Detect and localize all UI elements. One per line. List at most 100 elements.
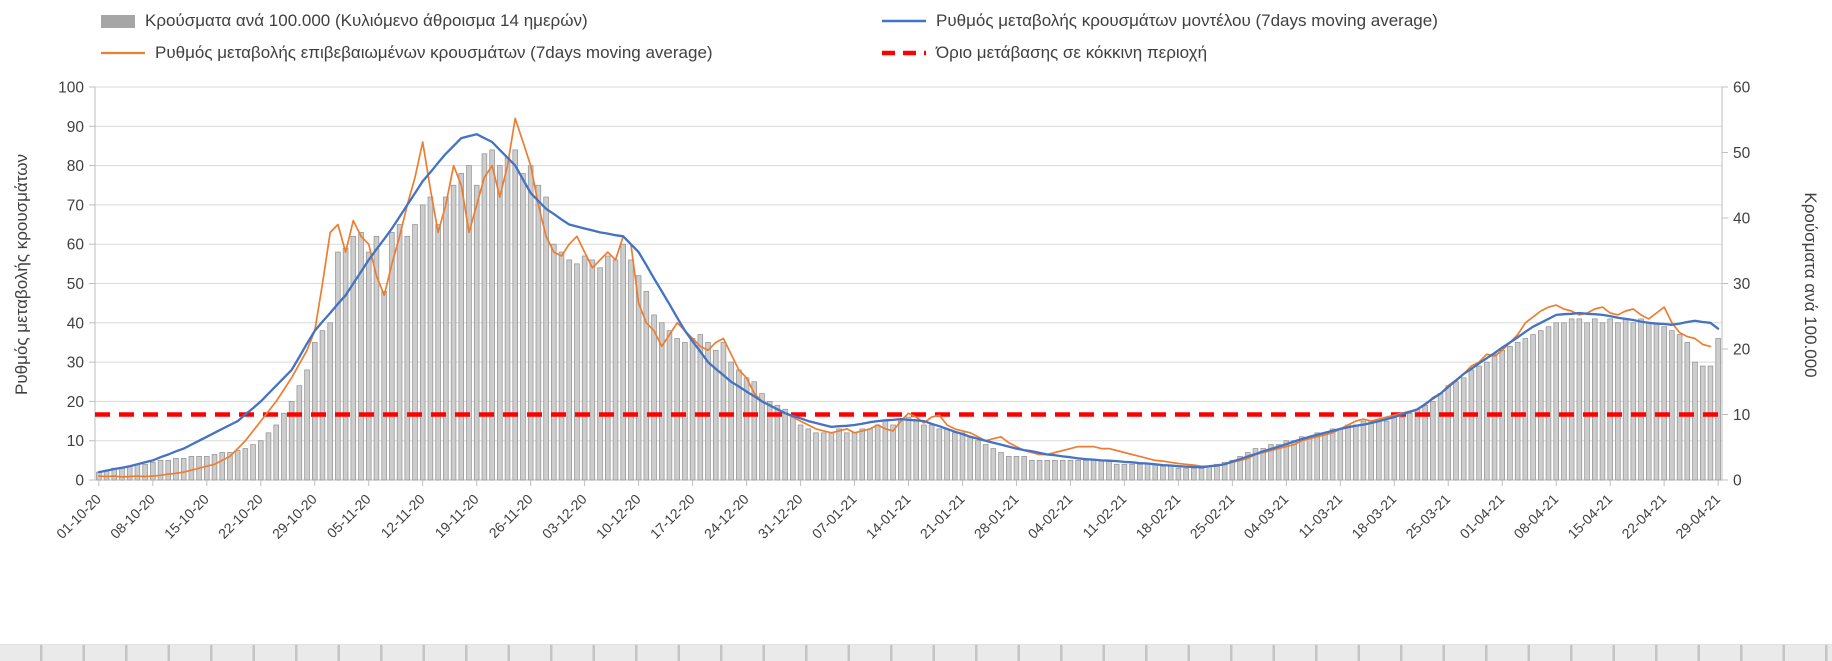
bars-legend-swatch [101, 14, 135, 28]
bar [728, 361, 734, 481]
bar [859, 428, 865, 481]
bar [358, 232, 364, 481]
bar [705, 342, 711, 481]
bar [204, 456, 210, 481]
bar [1314, 432, 1320, 481]
bars-legend-label: Κρούσματα ανά 100.000 (Κυλιόμενο άθροισμ… [145, 11, 588, 30]
model-legend-label: Ρυθμός μεταβολής κρουσμάτων μοντέλου (7d… [936, 11, 1438, 30]
left-axis-tick-label: 40 [67, 315, 85, 332]
bar [250, 444, 256, 481]
bar [473, 184, 480, 481]
bar [1476, 365, 1482, 481]
bar [928, 424, 935, 481]
bar [975, 440, 981, 481]
right-axis-tick-label: 50 [1733, 145, 1751, 162]
left-axis-tick-label: 70 [67, 197, 85, 214]
bar [1245, 452, 1251, 481]
x-axis-tick-label: 11-02-21 [1079, 491, 1129, 541]
bar [1337, 428, 1344, 481]
bar [1607, 318, 1613, 481]
bar [1568, 318, 1575, 481]
bar [1352, 424, 1359, 481]
bar [1183, 467, 1189, 481]
bar [1090, 459, 1097, 481]
bar [419, 204, 426, 481]
bar [936, 428, 943, 481]
x-axis-tick-label: 10-12-20 [593, 491, 644, 542]
bar [1692, 361, 1698, 481]
bar [1538, 330, 1544, 481]
legend-item-model: Ρυθμός μεταβολής κρουσμάτων μοντέλου (7d… [882, 11, 1438, 31]
x-axis-tick-label: 05-11-20 [324, 491, 374, 541]
left-axis-tick-label: 90 [67, 119, 85, 136]
bar [597, 267, 603, 481]
bar [1129, 463, 1135, 481]
bar [1715, 338, 1721, 481]
bar [527, 165, 534, 481]
bar [1491, 353, 1498, 481]
left-axis-tick-label: 20 [67, 394, 85, 411]
right-axis-tick-label: 40 [1733, 211, 1751, 228]
bar [134, 463, 141, 481]
bar [1137, 463, 1143, 481]
bar [805, 428, 812, 481]
bar [1653, 322, 1660, 481]
bar [944, 428, 950, 481]
x-axis-tick-label: 29-10-20 [269, 491, 320, 542]
bar [1383, 420, 1390, 481]
bar [867, 428, 873, 481]
bar [1584, 322, 1590, 481]
bar [720, 342, 727, 481]
bar [658, 322, 665, 481]
bar [126, 465, 133, 481]
bar [1592, 318, 1598, 481]
x-axis-tick-label: 08-04-21 [1510, 491, 1561, 542]
bar [258, 440, 264, 481]
timeline-scrollbar[interactable] [0, 644, 1832, 661]
bar [1414, 408, 1421, 481]
bar [1036, 459, 1043, 481]
right-axis-tick-label: 10 [1733, 407, 1751, 424]
bar [180, 458, 187, 481]
bar [1345, 424, 1351, 481]
bar [1699, 365, 1706, 481]
bar [813, 432, 819, 481]
bar [119, 467, 125, 481]
bar [1005, 456, 1012, 481]
bar [574, 263, 580, 481]
bar [435, 224, 441, 481]
x-axis-tick-label: 11-03-21 [1295, 491, 1345, 541]
bar [1376, 420, 1382, 481]
bar [982, 444, 989, 481]
bar [265, 432, 272, 481]
bar [1553, 322, 1559, 481]
bar [381, 290, 387, 481]
bar [820, 432, 827, 481]
bar [327, 322, 333, 481]
x-axis-tick-label: 21-01-21 [917, 491, 968, 542]
bar [1576, 318, 1583, 481]
bar [1029, 459, 1035, 481]
x-axis-tick-label: 15-10-20 [161, 491, 212, 542]
bar [967, 436, 973, 481]
bar [1144, 463, 1151, 481]
bar [1684, 342, 1691, 481]
bar [150, 461, 156, 481]
bar [1291, 440, 1297, 481]
bar [1406, 412, 1413, 481]
bar [1260, 448, 1266, 481]
bar [389, 232, 395, 481]
x-axis-tick-label: 19-11-20 [432, 491, 482, 541]
bar [959, 432, 966, 481]
bar [782, 408, 788, 481]
bar [990, 448, 997, 481]
bar [1322, 432, 1328, 481]
left-axis-tick-label: 60 [67, 237, 85, 254]
bar [890, 424, 896, 481]
right-axis-tick-label: 0 [1733, 473, 1742, 490]
bar [666, 330, 673, 481]
bar [520, 173, 526, 481]
chart-canvas: 0 10 20 30 40 50 60 70 80 90 100 0 10 20 30 40 50 60 01-10… [53, 80, 1751, 542]
bar [551, 243, 557, 481]
